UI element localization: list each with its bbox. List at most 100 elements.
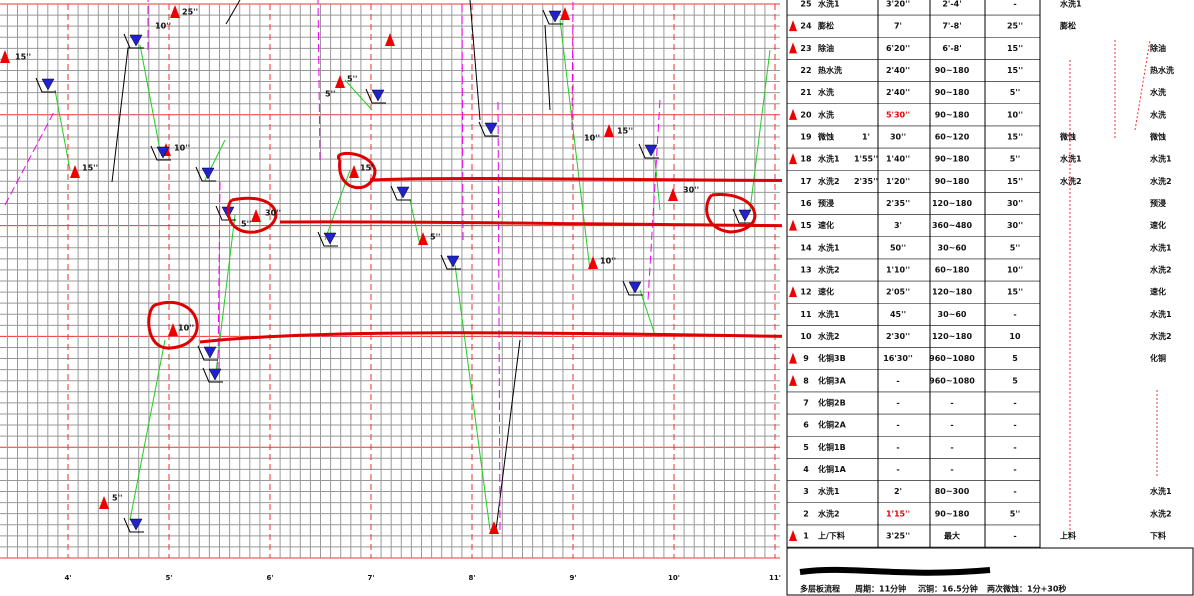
cell-left: 水洗1 bbox=[1059, 0, 1082, 9]
cell-right: 水洗 bbox=[1149, 87, 1166, 97]
cell-rest: 30'' bbox=[1007, 221, 1023, 230]
cell-no: 3 bbox=[803, 487, 809, 496]
station-bracket bbox=[123, 33, 144, 49]
cell-no: 24 bbox=[800, 22, 812, 31]
time-annotation: 30'' bbox=[265, 209, 281, 218]
cell-right: 水洗2 bbox=[1149, 508, 1172, 518]
down-triangle bbox=[156, 146, 170, 159]
cell-right: 下料 bbox=[1150, 531, 1166, 541]
cell-right: 速化 bbox=[1150, 287, 1166, 297]
time-annotation: 5'' bbox=[347, 75, 357, 84]
grid bbox=[0, 3, 780, 559]
cell-range: 90~180 bbox=[935, 177, 970, 186]
cell-name: 水洗1 bbox=[817, 309, 840, 319]
cell-time: - bbox=[896, 443, 899, 452]
cell-right: 水洗1 bbox=[1149, 154, 1172, 164]
cell-name: 水洗1 bbox=[817, 154, 840, 164]
cell-rest: 5'' bbox=[1010, 88, 1020, 97]
markers bbox=[0, 5, 753, 534]
cell-time: 1'10'' bbox=[886, 266, 910, 275]
x-label: 6' bbox=[266, 574, 273, 582]
down-triangle bbox=[323, 232, 337, 245]
footer-item: 沉铜：16.5分钟 bbox=[918, 584, 978, 594]
cell-left: 微蚀 bbox=[1059, 132, 1076, 142]
cell-range: 30~60 bbox=[938, 310, 967, 319]
station-bracket bbox=[123, 517, 144, 533]
down-triangle bbox=[396, 186, 410, 199]
cell-no: 5 bbox=[803, 443, 809, 452]
cell-time: 6'20'' bbox=[886, 44, 910, 53]
cell-no: 11 bbox=[800, 310, 812, 319]
cell-no: 19 bbox=[800, 133, 812, 142]
cell-right: 预浸 bbox=[1150, 198, 1166, 208]
cell-name: 化铜2A bbox=[818, 420, 847, 430]
cell-time: 1'15'' bbox=[886, 509, 910, 518]
cell-time: 3' bbox=[894, 221, 902, 230]
up-triangle bbox=[604, 124, 614, 137]
time-annotation: 15'' bbox=[15, 53, 31, 62]
down-triangle bbox=[484, 122, 498, 135]
cell-time: 2'35'' bbox=[886, 199, 910, 208]
down-triangle bbox=[644, 144, 658, 157]
cell-range: 360~480 bbox=[932, 221, 973, 230]
row-marker bbox=[789, 352, 797, 364]
cell-time: 45'' bbox=[890, 310, 906, 319]
cell-no: 20 bbox=[800, 110, 812, 119]
cell-no: 2 bbox=[803, 509, 809, 518]
down-triangle bbox=[446, 255, 460, 268]
cell-no: 7 bbox=[803, 399, 809, 408]
cell-range: 最大 bbox=[944, 531, 960, 541]
cell-range: 90~180 bbox=[935, 110, 970, 119]
down-triangle bbox=[548, 10, 562, 23]
cell-no: 6 bbox=[803, 421, 809, 430]
cell-rest: - bbox=[1013, 443, 1016, 452]
cell-range: 90~180 bbox=[935, 155, 970, 164]
cell-name: 除油 bbox=[818, 43, 834, 53]
up-triangle bbox=[335, 75, 345, 88]
up-triangle bbox=[418, 232, 428, 245]
row-marker bbox=[789, 219, 797, 231]
cell-range: 90~180 bbox=[935, 509, 970, 518]
cell-range: 960~1080 bbox=[929, 354, 975, 363]
cell-rest: 10 bbox=[1009, 332, 1021, 341]
time-annotation: 5'' bbox=[325, 90, 335, 99]
cell-right: 水洗1 bbox=[1149, 242, 1172, 252]
time-annotation: 10'' bbox=[174, 144, 190, 153]
cell-no: 8 bbox=[803, 376, 809, 385]
down-triangle bbox=[129, 34, 143, 47]
row-marker bbox=[789, 108, 797, 120]
cell-name: 水洗2 bbox=[817, 176, 840, 186]
cell-name: 水洗2 bbox=[817, 508, 840, 518]
cell-right: 水洗2 bbox=[1149, 176, 1172, 186]
cell-name: 水洗1 bbox=[817, 242, 840, 252]
cell-name: 化铜1B bbox=[818, 442, 846, 452]
cell-time: - bbox=[896, 465, 899, 474]
station-bracket bbox=[197, 345, 218, 361]
cell-time: 2'30'' bbox=[886, 332, 910, 341]
cell-no: 22 bbox=[800, 66, 811, 75]
cell-right: 水洗 bbox=[1149, 109, 1166, 119]
cell-range: 120~180 bbox=[932, 332, 973, 341]
time-annotation: 15'' bbox=[82, 164, 98, 173]
cell-rest: - bbox=[1013, 310, 1016, 319]
cell-name: 上/下料 bbox=[818, 531, 845, 541]
cell-rest: 10'' bbox=[1007, 266, 1023, 275]
cell-range: 80~300 bbox=[935, 487, 970, 496]
up-triangle bbox=[170, 5, 180, 18]
cell-range: 120~180 bbox=[932, 199, 973, 208]
cell-rest: 5 bbox=[1012, 354, 1018, 363]
time-annotation: 25'' bbox=[182, 8, 198, 17]
cell-name: 水洗 bbox=[817, 109, 834, 119]
cell-name: 速化 bbox=[818, 287, 834, 297]
time-annotation: 15'' bbox=[617, 127, 633, 136]
cell-time: 2' bbox=[894, 487, 902, 496]
row-marker bbox=[789, 374, 797, 386]
cell-right: 水洗1 bbox=[1149, 309, 1172, 319]
cell-time: - bbox=[896, 376, 899, 385]
cell-right: 除油 bbox=[1150, 43, 1166, 53]
cell-range: 6'-8' bbox=[942, 44, 961, 53]
x-label: 11' bbox=[769, 574, 781, 582]
down-triangle bbox=[208, 368, 222, 381]
x-label: 8' bbox=[468, 574, 475, 582]
